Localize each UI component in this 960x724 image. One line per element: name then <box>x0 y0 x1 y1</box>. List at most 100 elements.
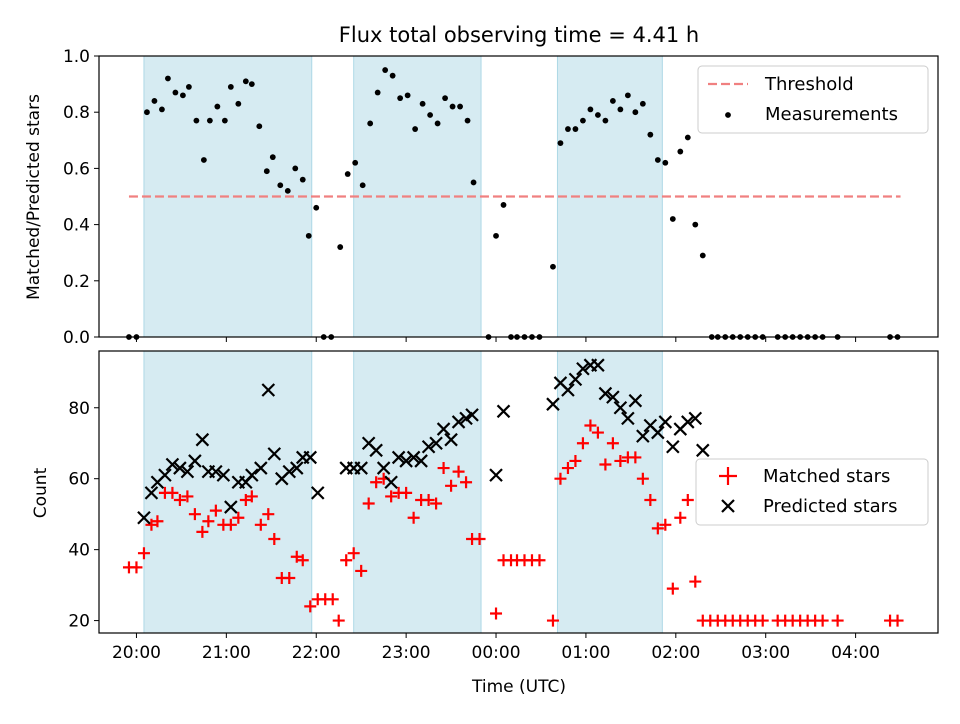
measurement-point <box>337 244 344 250</box>
measurement-point <box>669 216 676 222</box>
predicted-star-point <box>598 386 613 401</box>
matched-star-point <box>569 454 582 467</box>
measurement-point <box>382 67 389 73</box>
predicted-star-point <box>406 450 421 465</box>
measurement-point <box>305 232 312 239</box>
top-y-axis-label: Matched/Predicted stars <box>24 94 44 300</box>
measurement-point <box>419 100 426 107</box>
measurement-point <box>313 204 320 211</box>
matched-star-point <box>254 518 267 531</box>
measurement-point <box>470 179 477 186</box>
matched-star-point <box>460 476 473 489</box>
matched-star-point <box>370 476 383 489</box>
predicted-star-point <box>621 411 635 426</box>
predicted-star-point <box>546 397 560 411</box>
matched-star-point <box>546 614 559 627</box>
measurement-point <box>639 100 646 107</box>
matched-star-point <box>576 437 589 450</box>
top-y-tick-label: 0.2 <box>63 272 90 292</box>
measurement-point <box>587 106 594 113</box>
measurement-point <box>159 106 165 113</box>
matched-star-point <box>831 614 844 627</box>
measurement-point <box>617 106 624 113</box>
predicted-star-point <box>465 408 479 422</box>
predicted-star-point <box>158 468 172 482</box>
predicted-star-point <box>444 432 458 447</box>
matched-star-point <box>422 493 435 506</box>
measurement-point <box>550 263 556 270</box>
bottom-legend: Matched stars Predicted stars <box>695 458 929 526</box>
bottom-y-tick-label: 80 <box>68 399 90 419</box>
matched-star-point <box>666 582 679 595</box>
measurement-point <box>677 148 684 155</box>
predicted-star-point <box>606 390 620 404</box>
measurement-point <box>352 159 359 166</box>
top-y-tick-label: 0.0 <box>63 328 90 348</box>
measurement-point <box>427 112 434 118</box>
top-plot-frame <box>98 55 939 338</box>
measurement-point <box>200 157 207 163</box>
predicted-star-point <box>376 461 391 475</box>
measurement-point <box>449 103 456 110</box>
measurement-point <box>493 232 499 239</box>
bottom-observing-period <box>353 350 482 634</box>
matched-star-point <box>490 607 503 620</box>
predicted-star-point <box>429 436 443 451</box>
matched-star-point <box>196 525 209 538</box>
matched-star-point <box>340 554 353 567</box>
matched-star-point <box>651 522 664 535</box>
measurement-point <box>654 157 661 163</box>
predicted-star-point <box>568 372 583 387</box>
predicted-star-point <box>216 468 231 482</box>
matched-star-point <box>816 614 829 627</box>
measurement-point <box>699 252 706 259</box>
matched-star-point <box>681 493 694 506</box>
predicted-star-point <box>188 454 202 468</box>
measurement-point <box>692 221 699 228</box>
predicted-star-point <box>137 510 151 525</box>
matched-star-point <box>599 458 612 471</box>
matched-star-point <box>400 486 413 499</box>
measurement-point <box>344 171 351 177</box>
matched-star-point <box>151 515 164 528</box>
measurement-point <box>580 117 586 124</box>
measurement-point <box>389 72 396 79</box>
matched-star-point <box>591 426 604 439</box>
matched-star-point <box>636 472 649 485</box>
matched-star-point <box>304 600 317 613</box>
matched-star-point <box>584 419 597 432</box>
predicted-star-point <box>591 358 605 372</box>
matched-star-point <box>202 515 215 528</box>
bottom-y-tick-label: 40 <box>68 541 90 561</box>
measurement-point <box>263 168 270 175</box>
matched-star-point <box>188 508 201 521</box>
matched-star-point <box>209 504 222 517</box>
measurement-point <box>602 117 609 124</box>
measurement-point <box>632 109 639 116</box>
top-y-tick-label: 1.0 <box>63 47 90 67</box>
predicted-star-point <box>180 464 195 479</box>
x-tick-label: 00:00 <box>472 643 521 663</box>
predicted-star-point <box>576 361 590 376</box>
measurement-point <box>227 84 234 90</box>
measurements-legend-swatch <box>725 112 731 118</box>
predicted-star-point <box>209 464 223 479</box>
matched-star-point <box>407 511 420 524</box>
x-tick-label: 23:00 <box>382 643 431 663</box>
predicted-star-point <box>267 447 282 461</box>
measurement-point <box>412 126 419 132</box>
x-tick-label: 21:00 <box>202 643 251 663</box>
x-tick-label: 02:00 <box>651 643 700 663</box>
predicted-star-point <box>421 439 436 454</box>
predicted-star-point <box>651 425 665 440</box>
matched-star-point <box>561 462 574 475</box>
measurement-point <box>235 100 242 107</box>
matched-star-point <box>332 614 345 627</box>
matched-star-point <box>756 614 769 627</box>
measurement-point <box>277 182 284 189</box>
predicted-star-point <box>282 464 297 479</box>
measurement-point <box>647 131 654 138</box>
matched-star-point <box>326 593 339 606</box>
matched-star-point <box>166 486 179 499</box>
measurement-point <box>662 159 669 166</box>
